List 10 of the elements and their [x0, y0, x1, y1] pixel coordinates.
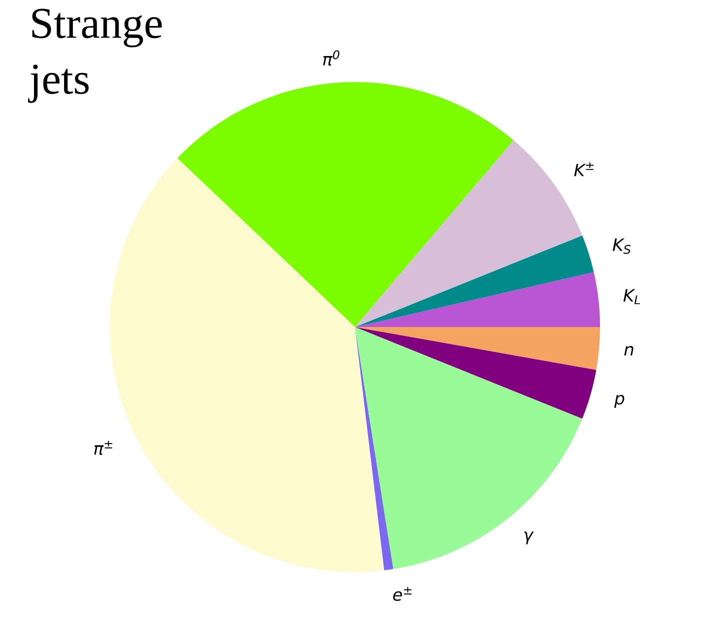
- slice-label: e$^{±}$: [393, 587, 412, 601]
- slice-label: K$^{±}$: [574, 162, 594, 176]
- slice-label: n: [624, 346, 634, 356]
- slice-label: π$^{±}$: [94, 440, 112, 455]
- slice-label: π$^{0}$: [323, 50, 340, 66]
- slice-label: p: [614, 394, 624, 408]
- chart-title: Strange jets: [28, 8, 162, 103]
- slice-label: K$_{S}$: [612, 238, 631, 254]
- slice-label: K$_{L}$: [623, 289, 640, 304]
- slice-label: γ: [524, 532, 534, 544]
